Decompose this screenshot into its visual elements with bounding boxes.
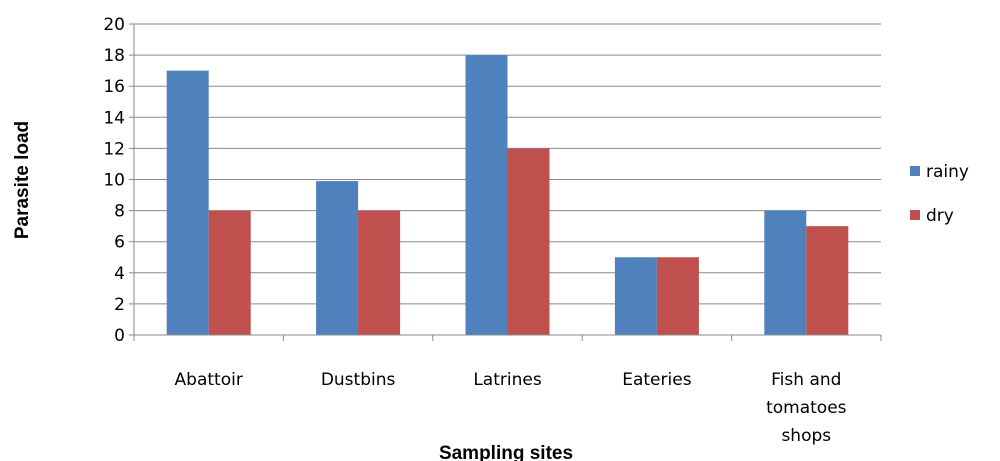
y-tick-label: 20: [103, 15, 125, 35]
x-category-labels: Abattoir Dustbins Latrines Eateries Fish and…: [175, 370, 847, 446]
x-category-label: Dustbins: [321, 370, 396, 390]
legend-label-rainy: rainy: [926, 162, 969, 182]
bar-rainy: [166, 70, 209, 336]
y-tick-label: 4: [114, 264, 125, 284]
x-axis-title: Sampling sites: [439, 443, 573, 461]
x-category-label: Latrines: [473, 370, 542, 390]
y-tick-label: 14: [103, 108, 125, 128]
bar-rainy: [316, 181, 359, 335]
y-axis-title: Parasite load: [12, 121, 33, 239]
y-tick-labels: 0 2 4 6 8 10 12 14 16 18 20: [103, 15, 125, 346]
bar-dry: [806, 226, 849, 335]
y-tick-label: 6: [114, 233, 125, 253]
y-tick-label: 10: [103, 171, 125, 191]
y-tick-label: 18: [103, 46, 125, 66]
bar-dry: [656, 257, 699, 335]
bar-rainy: [614, 257, 657, 335]
legend-label-dry: dry: [926, 206, 954, 226]
bar-dry: [358, 210, 401, 335]
y-tick-label: 16: [103, 77, 125, 97]
legend-swatch-rainy: [910, 166, 920, 176]
x-category-label: tomatoes: [766, 398, 847, 418]
y-tick-label: 8: [114, 202, 125, 222]
bars: [166, 55, 849, 336]
x-category-label: Eateries: [622, 370, 691, 390]
y-tick-label: 12: [103, 139, 125, 159]
bar-rainy: [764, 210, 807, 335]
legend-swatch-dry: [910, 210, 920, 220]
y-tick-label: 2: [114, 295, 125, 315]
bar-dry: [507, 148, 550, 335]
x-category-label: Abattoir: [175, 370, 243, 390]
bar-rainy: [465, 55, 508, 335]
legend: rainy dry: [910, 162, 969, 226]
bar-dry: [208, 210, 251, 335]
x-category-label: Fish and: [771, 370, 841, 390]
axes: [133, 24, 882, 341]
x-category-label: shops: [781, 426, 831, 446]
y-tick-label: 0: [114, 326, 125, 346]
